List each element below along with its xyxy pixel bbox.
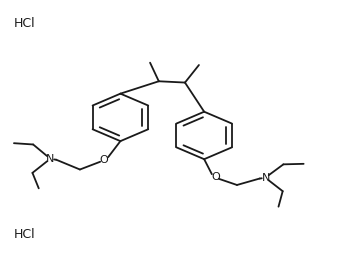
- Text: HCl: HCl: [14, 17, 36, 30]
- Text: O: O: [99, 155, 108, 165]
- Text: HCl: HCl: [14, 228, 36, 241]
- Text: N: N: [46, 154, 54, 164]
- Text: N: N: [262, 173, 270, 183]
- Text: O: O: [211, 172, 220, 182]
